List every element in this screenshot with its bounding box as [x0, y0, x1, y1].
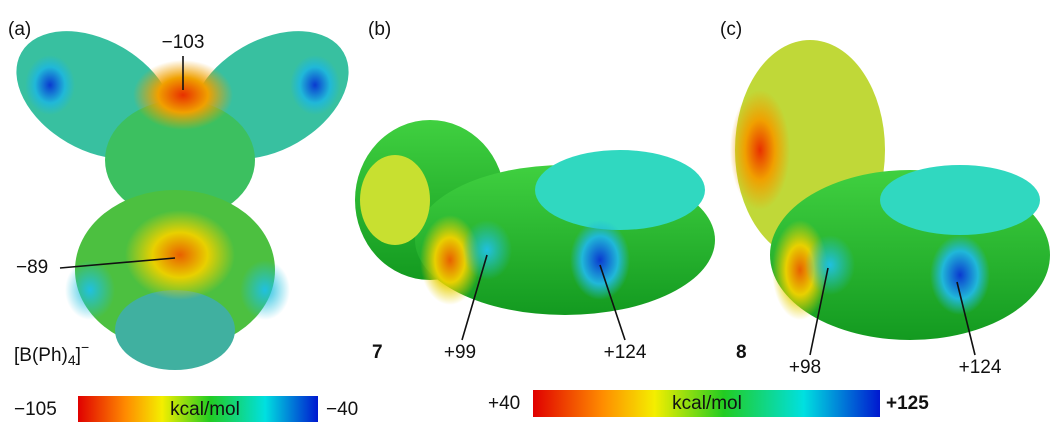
surface-c: [730, 40, 1050, 340]
panel-label: (c): [720, 19, 742, 40]
compound-label: 7: [372, 342, 383, 363]
surface-a: [0, 5, 371, 370]
annotation: +99: [444, 342, 476, 363]
compound-sub: 4: [68, 352, 76, 368]
annotation: +98: [789, 357, 821, 378]
compound-base: [B(Ph): [14, 345, 68, 366]
annotation: +124: [604, 342, 647, 363]
colorbar-max: +125: [886, 393, 929, 414]
panel-label: (b): [368, 19, 391, 40]
colorbar-min: −105: [14, 399, 57, 420]
compound-sup: −: [81, 339, 89, 355]
surface-b: [355, 120, 715, 315]
panel-label: (a): [8, 19, 31, 40]
colorbar-unit: kcal/mol: [672, 393, 742, 414]
colorbar-max: −40: [326, 399, 358, 420]
annotation: −89: [16, 257, 48, 278]
compound-label: 8: [736, 342, 747, 363]
colorbar-unit: kcal/mol: [170, 399, 240, 420]
annotation: +124: [959, 357, 1002, 378]
compound-label: [B(Ph)4]−: [14, 339, 89, 368]
annotation: −103: [162, 32, 205, 53]
colorbar-min: +40: [488, 393, 520, 414]
figure: (a) (b) (c) −103 −89 +99 +124 +98 +124 […: [0, 0, 1051, 422]
